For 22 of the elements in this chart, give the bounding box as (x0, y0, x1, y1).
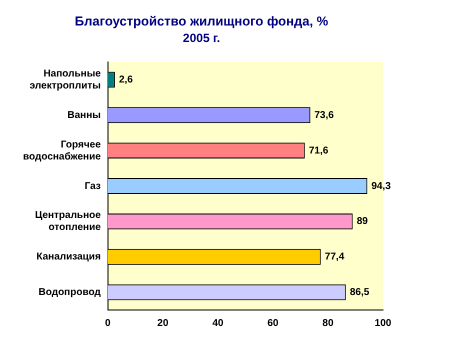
x-tick-label: 80 (322, 318, 334, 329)
data-label: 2,6 (118, 74, 134, 86)
x-tick-label: 60 (267, 318, 279, 329)
x-tick-label: 40 (212, 318, 224, 329)
x-tick-label: 0 (105, 318, 112, 329)
data-label: 89 (356, 216, 368, 228)
data-label: 77,4 (324, 252, 345, 263)
y-tick-label: Водопровод (38, 287, 102, 298)
y-tick-label: Центральное отопление (34, 210, 102, 234)
data-label: 73,6 (314, 110, 334, 121)
x-tick-label: 20 (157, 318, 169, 329)
chart-title: Благоустройство жилищного фонда, % (74, 13, 329, 28)
data-label: 86,5 (350, 287, 370, 298)
x-tick-label: 100 (374, 318, 392, 329)
chart-subtitle: 2005 г. (182, 31, 220, 46)
data-label: 94,3 (371, 180, 392, 192)
y-tick-label: Газ (84, 180, 101, 192)
y-tick-label: Ванны (67, 110, 101, 121)
y-tick-label: Напольные электроплиты (30, 68, 102, 92)
data-label: 71,6 (308, 145, 329, 156)
y-tick-label: Канализация (36, 252, 101, 263)
y-tick-label: Горячее водоснабжение (22, 139, 102, 162)
